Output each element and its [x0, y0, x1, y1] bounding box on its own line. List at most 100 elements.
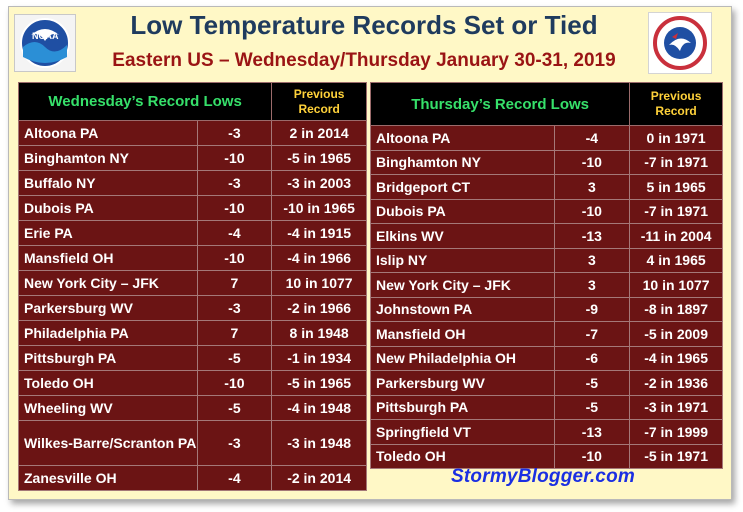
record-low-cell: -10 — [196, 195, 273, 221]
table-row: New Philadelphia OH -6 -4 in 1965 — [370, 345, 723, 371]
previous-record-cell: -3 in 1971 — [629, 394, 723, 420]
table-row: Toledo OH -10 -5 in 1971 — [370, 443, 723, 469]
table-row: Parkersburg WV -5 -2 in 1936 — [370, 370, 723, 396]
city-cell: Pittsburgh PA — [370, 394, 555, 420]
table-row: Mansfield OH -10 -4 in 1966 — [18, 245, 367, 271]
page-title: Low Temperature Records Set or Tied — [130, 10, 598, 40]
table-row: Wilkes-Barre/Scranton PA -3 -3 in 1948 — [18, 420, 367, 466]
city-cell: Mansfield OH — [370, 321, 555, 347]
record-low-cell: -5 — [553, 394, 631, 420]
previous-record-cell: -5 in 1965 — [271, 370, 367, 396]
previous-record-cell: -2 in 2014 — [271, 465, 367, 491]
previous-record-cell: -2 in 1966 — [271, 295, 367, 321]
page-subtitle: Eastern US – Wednesday/Thursday January … — [112, 50, 616, 71]
city-cell: Springfield VT — [370, 419, 555, 445]
previous-record-cell: -2 in 1936 — [629, 370, 723, 396]
city-cell: Wilkes-Barre/Scranton PA — [18, 420, 198, 466]
previous-record-cell: -5 in 1971 — [629, 443, 723, 469]
record-low-cell: -4 — [553, 125, 631, 151]
table-row: Springfield VT -13 -7 in 1999 — [370, 419, 723, 445]
previous-record-cell: -8 in 1897 — [629, 296, 723, 322]
table-row: New York City – JFK 3 10 in 1077 — [370, 272, 723, 298]
previous-record-cell: -3 in 2003 — [271, 170, 367, 196]
city-cell: Dubois PA — [370, 198, 555, 224]
city-cell: Toledo OH — [18, 370, 198, 396]
city-cell: Parkersburg WV — [18, 295, 198, 321]
record-low-cell: -5 — [196, 345, 273, 371]
noaa-logo: NOAA — [14, 14, 76, 72]
previous-record-cell: -4 in 1966 — [271, 245, 367, 271]
city-cell: Parkersburg WV — [370, 370, 555, 396]
city-cell: Altoona PA — [18, 120, 198, 146]
wednesday-records-table: Wednesday’s Record Lows Previous Record … — [17, 82, 367, 491]
city-cell: Islip NY — [370, 247, 555, 273]
record-low-cell: -4 — [196, 220, 273, 246]
city-cell: Bridgeport CT — [370, 174, 555, 200]
table-row: Toledo OH -10 -5 in 1965 — [18, 370, 367, 396]
table-row: Parkersburg WV -3 -2 in 1966 — [18, 295, 367, 321]
table-row: Zanesville OH -4 -2 in 2014 — [18, 465, 367, 491]
previous-record-cell: -7 in 1971 — [629, 149, 723, 175]
previous-record-cell: 4 in 1965 — [629, 247, 723, 273]
thursday-table-heading: Thursday’s Record Lows — [369, 82, 631, 126]
nws-logo — [648, 12, 712, 74]
noaa-logo-text: NOAA — [32, 31, 59, 41]
table-row: Pittsburgh PA -5 -3 in 1971 — [370, 394, 723, 420]
city-cell: Mansfield OH — [18, 245, 198, 271]
city-cell: Altoona PA — [370, 125, 555, 151]
table-row: Islip NY 3 4 in 1965 — [370, 247, 723, 273]
table-row: Elkins WV -13 -11 in 2004 — [370, 223, 723, 249]
previous-record-cell: -7 in 1999 — [629, 419, 723, 445]
table-row: Bridgeport CT 3 5 in 1965 — [370, 174, 723, 200]
city-cell: Elkins WV — [370, 223, 555, 249]
record-low-cell: -3 — [196, 120, 273, 146]
table-row: Binghamton NY -10 -5 in 1965 — [18, 145, 367, 171]
city-cell: Binghamton NY — [370, 149, 555, 175]
city-cell: Zanesville OH — [18, 465, 198, 491]
record-low-cell: 3 — [553, 272, 631, 298]
record-low-cell: -7 — [553, 321, 631, 347]
record-low-cell: -10 — [553, 443, 631, 469]
previous-record-cell: -11 in 2004 — [629, 223, 723, 249]
city-cell: Erie PA — [18, 220, 198, 246]
previous-record-cell: 8 in 1948 — [271, 320, 367, 346]
city-cell: Toledo OH — [370, 443, 555, 469]
record-low-cell: 3 — [553, 247, 631, 273]
record-low-cell: -10 — [196, 245, 273, 271]
previous-record-cell: 5 in 1965 — [629, 174, 723, 200]
record-low-cell: 3 — [553, 174, 631, 200]
table-row: Dubois PA -10 -7 in 1971 — [370, 198, 723, 224]
record-low-cell: -9 — [553, 296, 631, 322]
table-row: Pittsburgh PA -5 -1 in 1934 — [18, 345, 367, 371]
city-cell: Philadelphia PA — [18, 320, 198, 346]
previous-record-cell: -4 in 1948 — [271, 395, 367, 421]
table-row: Johnstown PA -9 -8 in 1897 — [370, 296, 723, 322]
table-row: New York City – JFK 7 10 in 1077 — [18, 270, 367, 296]
record-low-cell: -10 — [196, 370, 273, 396]
previous-record-cell: -4 in 1915 — [271, 220, 367, 246]
record-low-cell: -3 — [196, 295, 273, 321]
record-low-cell: -13 — [553, 419, 631, 445]
city-cell: Johnstown PA — [370, 296, 555, 322]
city-cell: Binghamton NY — [18, 145, 198, 171]
previous-record-cell: -5 in 1965 — [271, 145, 367, 171]
city-cell: New York City – JFK — [370, 272, 555, 298]
record-low-cell: -10 — [553, 149, 631, 175]
previous-record-cell: 0 in 1971 — [629, 125, 723, 151]
record-low-cell: 7 — [196, 270, 273, 296]
previous-record-cell: 2 in 2014 — [271, 120, 367, 146]
previous-record-cell: -7 in 1971 — [629, 198, 723, 224]
credit-watermark: StormyBlogger.com — [451, 466, 635, 487]
previous-record-cell: -5 in 2009 — [629, 321, 723, 347]
record-low-cell: -3 — [196, 170, 273, 196]
previous-record-cell: -3 in 1948 — [271, 420, 367, 466]
previous-record-cell: -1 in 1934 — [271, 345, 367, 371]
table-row: Dubois PA -10 -10 in 1965 — [18, 195, 367, 221]
thursday-records-table: Thursday’s Record Lows Previous Record A… — [369, 82, 723, 469]
table-row: Altoona PA -3 2 in 2014 — [18, 120, 367, 146]
previous-record-cell: -10 in 1965 — [271, 195, 367, 221]
record-low-cell: -3 — [196, 420, 273, 466]
record-low-cell: 7 — [196, 320, 273, 346]
city-cell: Wheeling WV — [18, 395, 198, 421]
previous-record-cell: 10 in 1077 — [629, 272, 723, 298]
